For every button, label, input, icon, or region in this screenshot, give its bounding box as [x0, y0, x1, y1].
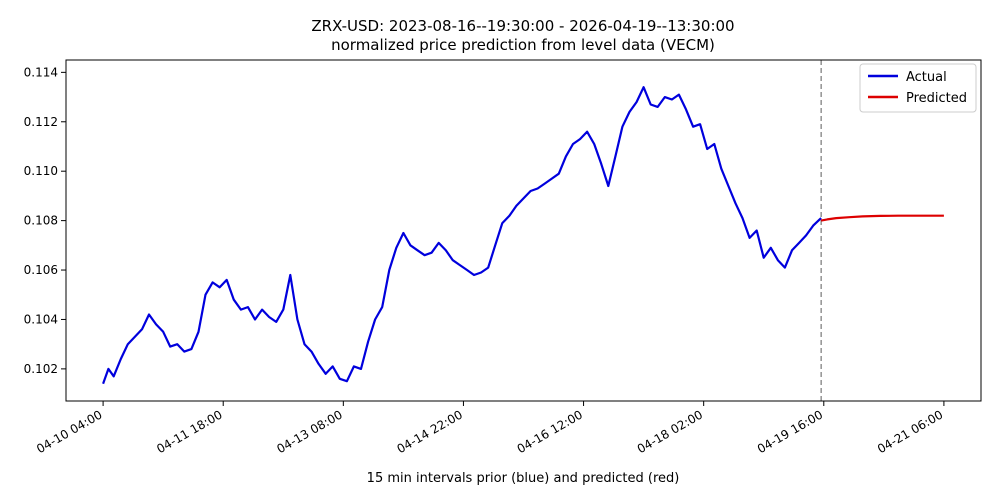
- series-line-actual: [102, 86, 822, 385]
- x-tick-label: 04-10 04:00: [34, 407, 104, 456]
- x-tick-label: 04-18 02:00: [635, 407, 705, 456]
- plot-frame: [65, 59, 982, 402]
- chart-title: ZRX-USD: 2023-08-16--19:30:00 - 2026-04-…: [311, 17, 734, 35]
- legend-label-predicted: Predicted: [906, 91, 967, 106]
- chart-subtitle: normalized price prediction from level d…: [331, 36, 715, 54]
- x-tick-label: 04-13 08:00: [274, 407, 344, 456]
- x-tick-label: 04-16 12:00: [515, 407, 585, 456]
- y-tick-label: 0.106: [24, 263, 58, 277]
- plot-area: [102, 60, 944, 401]
- y-tick-label: 0.104: [24, 312, 58, 326]
- x-tick-label: 04-19 16:00: [755, 407, 825, 456]
- legend-label-actual: Actual: [906, 70, 947, 85]
- y-tick-label: 0.102: [24, 362, 58, 376]
- x-axis-label: 15 min intervals prior (blue) and predic…: [367, 471, 680, 486]
- y-tick-label: 0.108: [24, 214, 58, 228]
- x-axis: 04-10 04:00 04-11 18:00 04-13 08:00 04-14 2…: [34, 401, 945, 456]
- legend: Actual Predicted: [859, 63, 977, 113]
- y-axis: 0.102 0.104 0.106 0.108 0.110 0.112 0.114: [24, 65, 66, 376]
- y-tick-label: 0.110: [24, 164, 58, 178]
- y-tick-label: 0.114: [24, 65, 58, 79]
- x-tick-label: 04-14 22:00: [394, 407, 464, 456]
- series-line-predicted: [820, 214, 944, 222]
- x-tick-label: 04-21 06:00: [875, 407, 945, 456]
- x-tick-label: 04-11 18:00: [154, 407, 224, 456]
- y-tick-label: 0.112: [24, 115, 58, 129]
